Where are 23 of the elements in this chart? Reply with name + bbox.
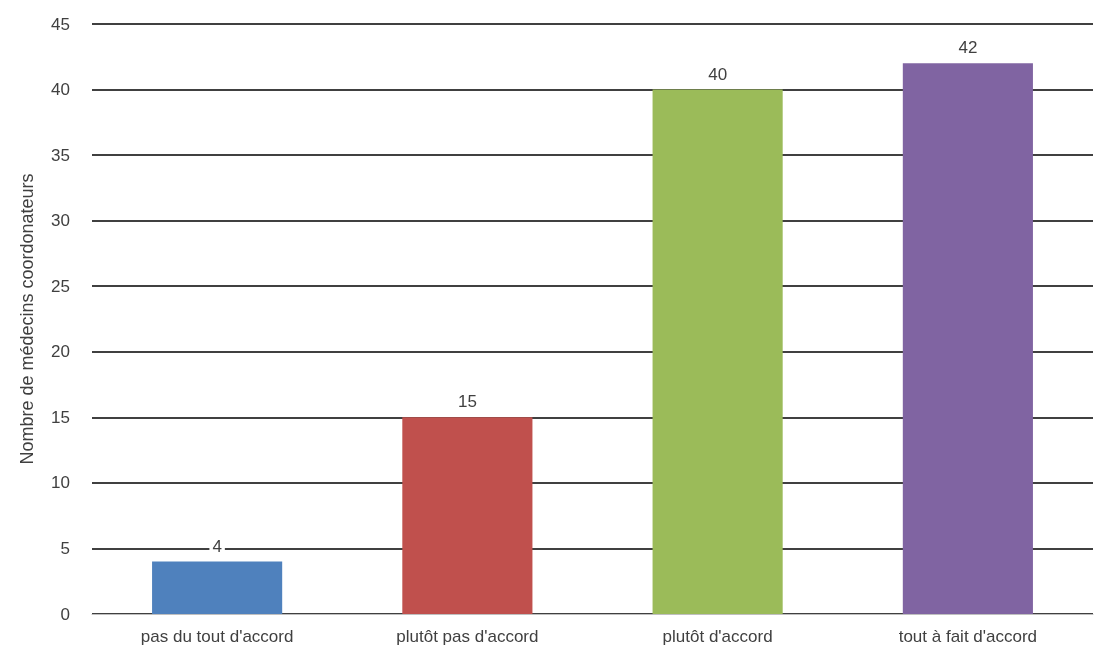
bar (402, 417, 533, 614)
data-label: 4 (212, 536, 222, 556)
y-tick-label: 10 (51, 473, 70, 493)
y-tick-label: 20 (51, 342, 70, 362)
y-tick-label: 35 (51, 145, 70, 165)
y-tick-label: 30 (51, 211, 70, 231)
x-tick-label: tout à fait d'accord (898, 627, 1038, 646)
x-tick-label: plutôt d'accord (662, 627, 773, 646)
bar (652, 89, 783, 614)
x-tick-label: plutôt pas d'accord (396, 627, 539, 646)
data-label: 15 (457, 392, 477, 412)
bar (902, 63, 1033, 614)
y-tick-label: 15 (51, 407, 70, 427)
bar (152, 561, 283, 614)
y-axis-title: Nombre de médecins coordonateurs (17, 173, 37, 465)
x-tick-label: pas du tout d'accord (140, 627, 294, 646)
y-tick-label: 5 (60, 538, 70, 558)
y-tick-label: 0 (60, 604, 70, 624)
y-tick-label: 45 (51, 14, 70, 34)
data-label: 40 (708, 64, 728, 84)
y-tick-label: 25 (51, 276, 70, 296)
y-tick-label: 40 (51, 80, 70, 100)
data-label: 42 (958, 38, 978, 58)
